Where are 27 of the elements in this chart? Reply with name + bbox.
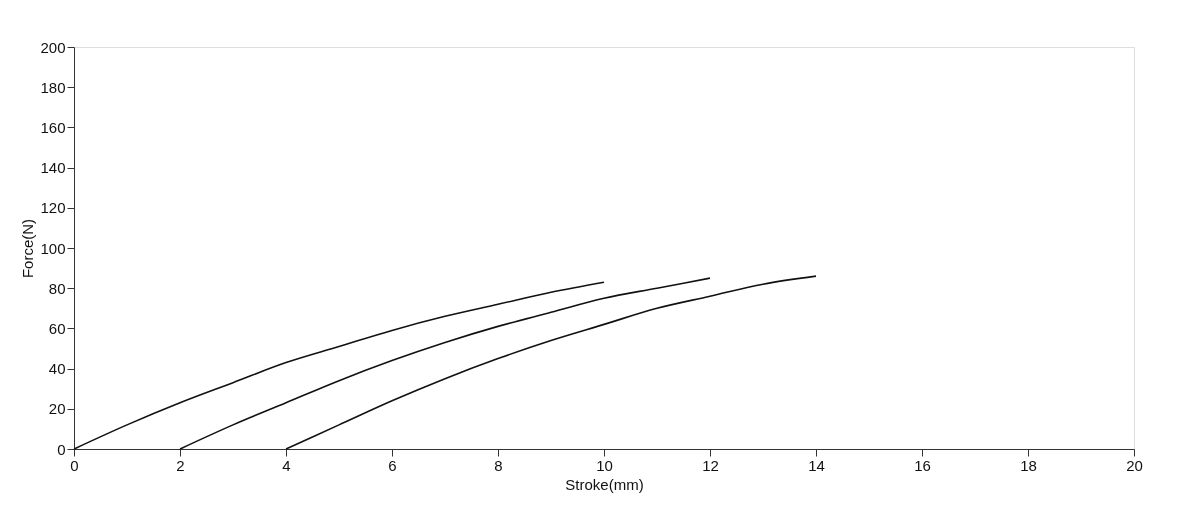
y-tick-label: 120 — [40, 199, 66, 217]
y-tick-label: 140 — [40, 159, 66, 177]
y-tick-label: 40 — [48, 360, 66, 378]
x-tick-label: 16 — [914, 456, 931, 474]
line-series — [179, 277, 711, 450]
line-series — [73, 281, 605, 450]
x-tick-label: 10 — [596, 456, 613, 474]
y-tick-label: 200 — [40, 38, 66, 56]
y-tick-label: 0 — [57, 440, 66, 458]
x-tick-label: 0 — [70, 456, 79, 474]
y-tick-label: 180 — [40, 78, 66, 96]
x-tick-label: 6 — [388, 456, 397, 474]
y-tick-label: 20 — [48, 400, 66, 418]
line-series — [285, 275, 817, 450]
y-axis-title: Force(N) — [19, 218, 37, 279]
y-tick-label: 160 — [40, 118, 66, 136]
x-tick-label: 4 — [282, 456, 291, 474]
x-tick-label: 12 — [702, 456, 719, 474]
y-tick-label: 60 — [48, 319, 66, 337]
x-tick-label: 14 — [808, 456, 825, 474]
x-tick-label: 20 — [1126, 456, 1143, 474]
x-tick-label: 8 — [494, 456, 503, 474]
x-tick-label: 2 — [176, 456, 185, 474]
x-axis-title: Stroke(mm) — [565, 475, 644, 493]
y-tick-label: 80 — [48, 279, 66, 297]
y-tick-label: 100 — [40, 239, 66, 257]
x-tick-label: 18 — [1020, 456, 1037, 474]
